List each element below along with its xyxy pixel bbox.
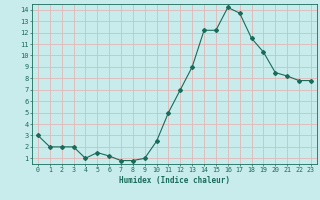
X-axis label: Humidex (Indice chaleur): Humidex (Indice chaleur) [119,176,230,185]
